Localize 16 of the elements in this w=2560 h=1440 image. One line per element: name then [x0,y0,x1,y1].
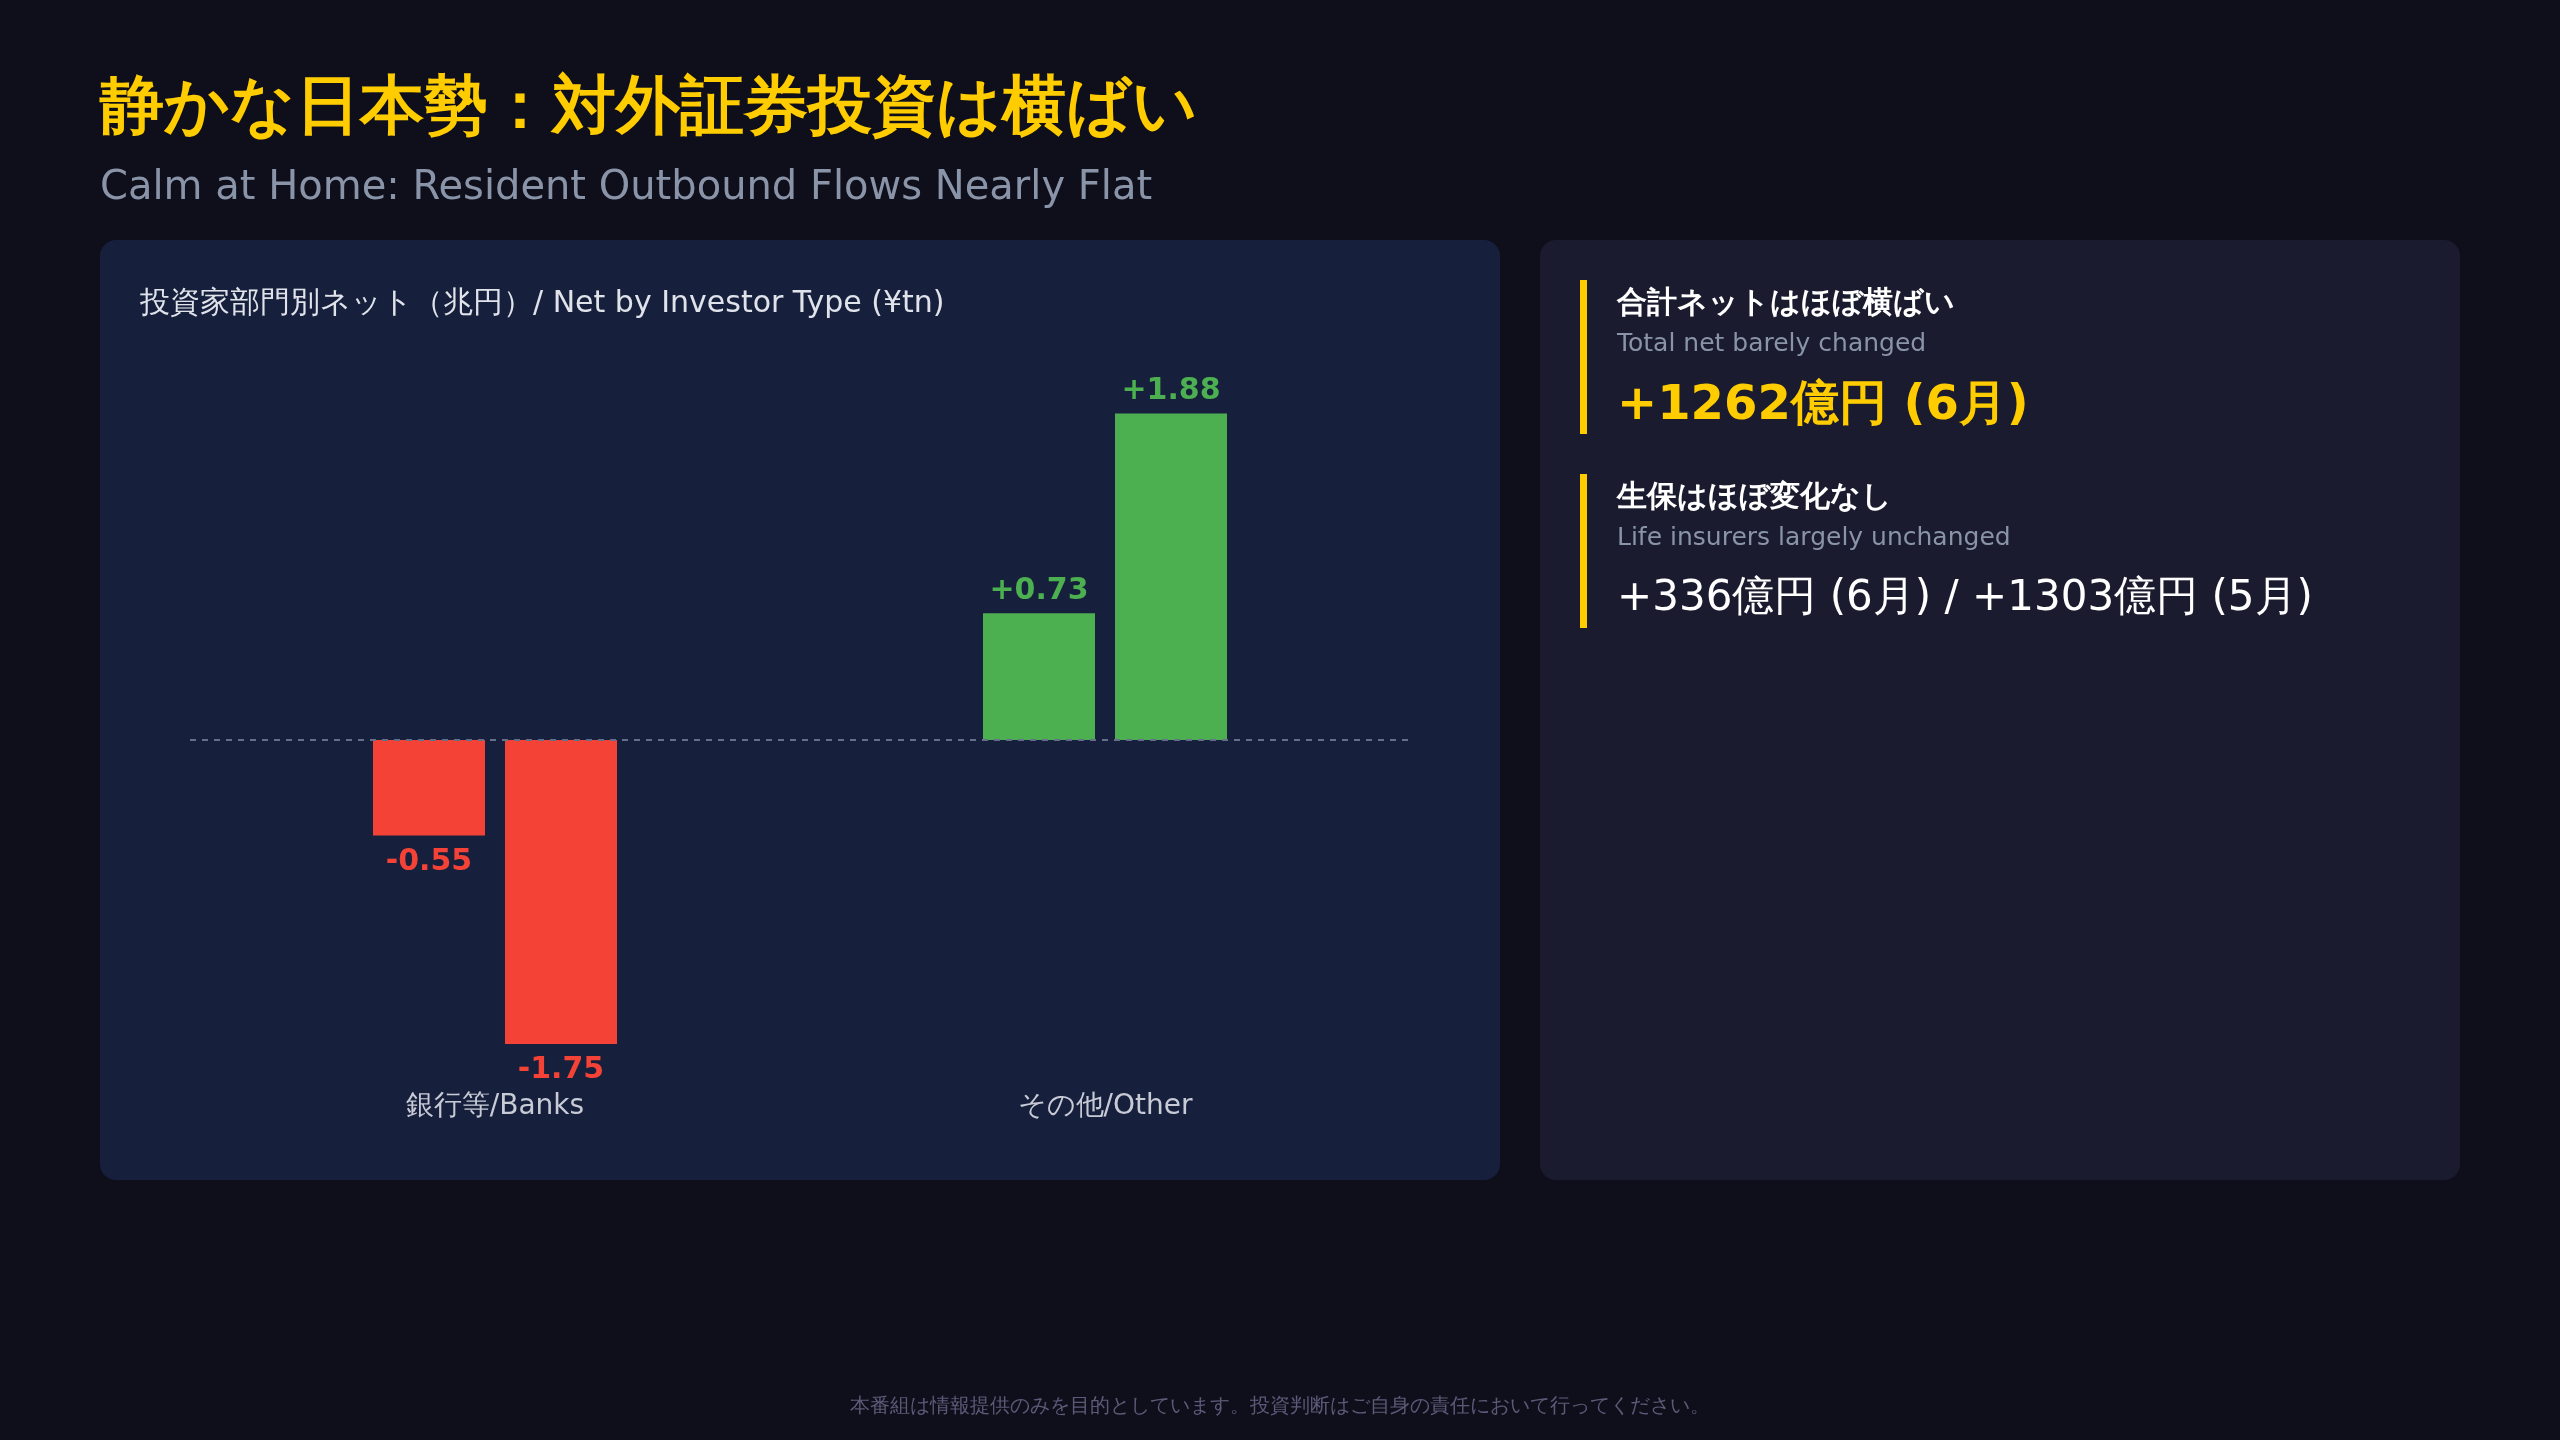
text: 生保はほぼ変化なし [1617,477,1893,515]
chart-title: 静かな日本勢：対外証券投資は横ばい [100,67,1198,144]
data-label: -1.75 [517,1049,605,1085]
x-tick-label: その他/Other [1017,1087,1193,1121]
text: 本番組は情報提供のみを目的としています。投資判断はご自身の責任において行ってください。 [849,1392,1711,1419]
data-label: +0.73 [989,571,1089,607]
x-tick-label: 銀行等/Banks [405,1087,585,1121]
text: 投資家部門別ネット（兆円）/ Net by Investor Type (¥tn) [140,283,945,321]
text: +336億円 (6月) / +1303億円 (5月) [1617,570,2314,622]
text: Life insurers largely unchanged [1617,521,2012,553]
chart-subtitle: Calm at Home: Resident Outbound Flows Nearly Flat [100,162,1153,208]
text: Total net barely changed [1617,327,1928,359]
text: +1262億円 (6月) [1617,373,2030,432]
data-label: +1.88 [1121,371,1221,407]
text: 合計ネットはほぼ横ばい [1617,283,1956,321]
data-label: -0.55 [385,841,473,877]
